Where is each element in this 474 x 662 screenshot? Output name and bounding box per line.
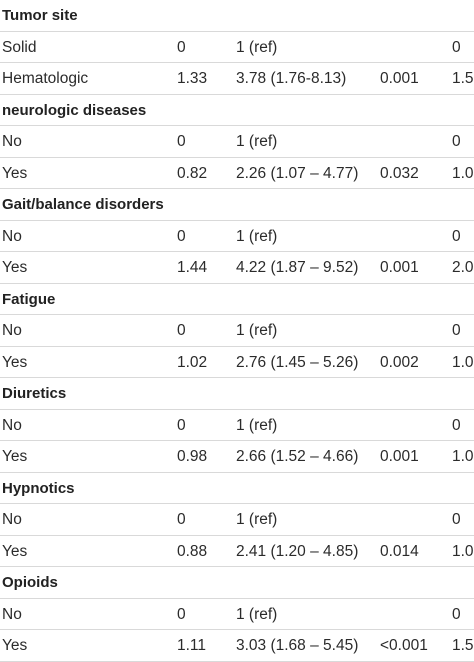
coefficient-cell: 0: [177, 38, 186, 56]
section-header-row: Hypnotics: [0, 473, 474, 504]
odds-ratio-cell: 2.41 (1.20 – 4.85): [236, 542, 359, 560]
category-cell: Yes: [2, 448, 28, 465]
table-row: Yes 1.44 4.22 (1.87 – 9.52) 0.001 2.0: [0, 252, 474, 284]
coefficient-cell: 0.82: [177, 164, 208, 182]
table-row: No 0 1 (ref) 0: [0, 126, 474, 158]
truncated-value-cell: 0: [452, 511, 461, 528]
odds-ratio-cell: 1 (ref): [236, 416, 278, 434]
coefficient-cell: 0.98: [177, 448, 208, 465]
odds-ratio-cell: 4.22 (1.87 – 9.52): [236, 259, 359, 276]
section-title: Tumor site: [2, 7, 78, 24]
odds-ratio-cell: 3.03 (1.68 – 5.45): [236, 637, 359, 654]
p-value-cell: 0.032: [380, 164, 419, 182]
table-row: Yes 0.88 2.41 (1.20 – 4.85) 0.014 1.0: [0, 536, 474, 567]
coefficient-cell: 0: [177, 605, 186, 623]
truncated-value-cell: 1.0: [452, 164, 474, 182]
coefficient-cell: 1.11: [177, 637, 207, 654]
table-row: Yes 0.82 2.26 (1.07 – 4.77) 0.032 1.0: [0, 158, 474, 189]
truncated-value-cell: 1.0: [452, 448, 474, 465]
category-cell: Solid: [2, 38, 37, 56]
truncated-value-cell: 1.5: [452, 637, 474, 654]
odds-ratio-cell: 2.76 (1.45 – 5.26): [236, 353, 359, 371]
truncated-value-cell: 0: [452, 38, 461, 56]
odds-ratio-cell: 1 (ref): [236, 511, 278, 528]
coefficient-cell: 0: [177, 227, 186, 245]
p-value-cell: <0.001: [380, 637, 428, 654]
table-row: Yes 1.11 3.03 (1.68 – 5.45) <0.001 1.5: [0, 630, 474, 662]
table-row: Hematologic 1.33 3.78 (1.76-8.13) 0.001 1.5: [0, 63, 474, 95]
coefficient-cell: 0: [177, 133, 186, 150]
category-cell: Hematologic: [2, 70, 89, 87]
truncated-value-cell: 0: [452, 416, 461, 434]
odds-ratio-cell: 2.66 (1.52 – 4.66): [236, 448, 359, 465]
odds-ratio-cell: 1 (ref): [236, 605, 278, 623]
truncated-value-cell: 0: [452, 227, 461, 245]
p-value-cell: 0.002: [380, 353, 419, 371]
table-row: No 0 1 (ref) 0: [0, 599, 474, 630]
truncated-value-cell: 0: [452, 133, 461, 150]
p-value-cell: 0.001: [380, 70, 419, 87]
truncated-value-cell: 1.0: [452, 353, 474, 371]
truncated-value-cell: 1.0: [452, 542, 474, 560]
truncated-value-cell: 1.5: [452, 70, 474, 87]
section-header-row: Tumor site: [0, 0, 474, 32]
table-row: Yes 0.98 2.66 (1.52 – 4.66) 0.001 1.0: [0, 441, 474, 473]
coefficient-cell: 0: [177, 416, 186, 434]
category-cell: No: [2, 605, 22, 623]
section-title: Opioids: [2, 574, 58, 591]
coefficient-cell: 0.88: [177, 542, 208, 560]
coefficient-cell: 1.33: [177, 70, 208, 87]
odds-ratio-cell: 1 (ref): [236, 38, 278, 56]
table-row: No 0 1 (ref) 0: [0, 504, 474, 536]
section-header-row: Opioids: [0, 567, 474, 599]
p-value-cell: 0.001: [380, 259, 419, 276]
section-title: Diuretics: [2, 385, 67, 402]
category-cell: Yes: [2, 353, 28, 371]
odds-ratio-cell: 1 (ref): [236, 227, 278, 245]
section-header-row: neurologic diseases: [0, 95, 474, 126]
coefficient-cell: 1.44: [177, 259, 208, 276]
table-row: No 0 1 (ref) 0: [0, 315, 474, 347]
truncated-value-cell: 0: [452, 605, 461, 623]
section-title: neurologic diseases: [2, 101, 147, 119]
coefficient-cell: 1.02: [177, 353, 208, 371]
truncated-value-cell: 0: [452, 322, 461, 339]
table-row: Solid 0 1 (ref) 0: [0, 32, 474, 63]
odds-ratio-cell: 1 (ref): [236, 133, 278, 150]
category-cell: Yes: [2, 164, 28, 182]
odds-ratio-cell: 1 (ref): [236, 322, 278, 339]
category-cell: No: [2, 511, 22, 528]
coefficient-cell: 0: [177, 322, 186, 339]
section-header-row: Fatigue: [0, 284, 474, 315]
section-title: Gait/balance disorders: [2, 196, 164, 213]
table-row: No 0 1 (ref) 0: [0, 410, 474, 441]
section-header-row: Gait/balance disorders: [0, 189, 474, 221]
coefficient-cell: 0: [177, 511, 186, 528]
table-row: No 0 1 (ref) 0: [0, 221, 474, 252]
category-cell: No: [2, 133, 22, 150]
category-cell: Yes: [2, 637, 28, 654]
category-cell: Yes: [2, 542, 28, 560]
section-header-row: Diuretics: [0, 378, 474, 410]
table-row: Yes 1.02 2.76 (1.45 – 5.26) 0.002 1.0: [0, 347, 474, 378]
odds-ratio-cell: 3.78 (1.76-8.13): [236, 70, 347, 87]
category-cell: Yes: [2, 259, 28, 276]
section-title: Hypnotics: [2, 479, 75, 497]
truncated-value-cell: 2.0: [452, 259, 474, 276]
category-cell: No: [2, 322, 22, 339]
category-cell: No: [2, 227, 22, 245]
p-value-cell: 0.014: [380, 542, 419, 560]
section-title: Fatigue: [2, 290, 56, 308]
odds-ratio-cell: 2.26 (1.07 – 4.77): [236, 164, 359, 182]
category-cell: No: [2, 416, 22, 434]
p-value-cell: 0.001: [380, 448, 419, 465]
